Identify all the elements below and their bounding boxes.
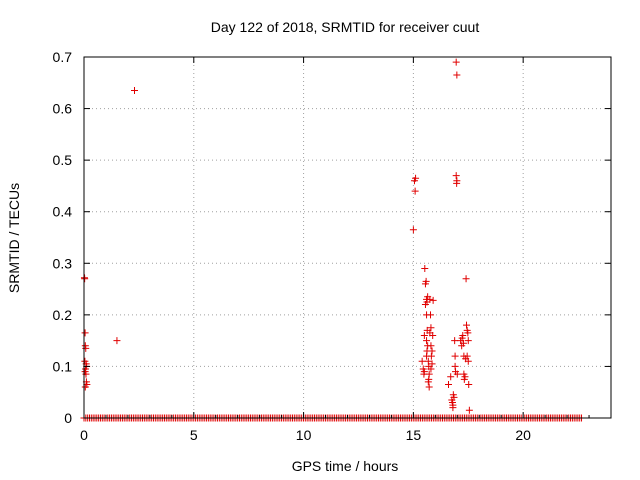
data-point <box>464 329 472 337</box>
x-axis-label: GPS time / hours <box>292 458 399 474</box>
data-point <box>427 365 435 373</box>
data-points-layer <box>80 58 586 422</box>
y-tick-label: 0.7 <box>53 49 73 65</box>
x-tick-label: 15 <box>406 427 422 443</box>
data-point <box>459 339 467 347</box>
data-point <box>82 344 90 352</box>
data-point <box>409 226 417 234</box>
data-point <box>453 177 461 185</box>
data-point <box>465 406 473 414</box>
data-point <box>425 383 433 391</box>
data-point <box>427 324 435 332</box>
data-point <box>428 347 436 355</box>
chart-title: Day 122 of 2018, SRMTID for receiver cuu… <box>211 19 480 35</box>
data-point <box>451 352 459 360</box>
data-point <box>423 337 431 345</box>
plot-frame <box>83 56 612 419</box>
data-point <box>462 275 470 283</box>
y-axis-label: SRMTID / TECUs <box>6 183 22 293</box>
data-point <box>451 337 459 345</box>
data-point <box>464 357 472 365</box>
y-tick-label: 0.6 <box>53 101 73 117</box>
data-point <box>449 404 457 412</box>
y-tick-label: 0.2 <box>53 307 73 323</box>
data-point <box>422 277 430 285</box>
data-point <box>427 352 435 360</box>
data-point <box>113 337 121 345</box>
y-tick-label: 0.5 <box>53 152 73 168</box>
x-tick-label: 5 <box>190 427 198 443</box>
data-point <box>450 393 458 401</box>
data-point <box>427 342 435 350</box>
data-point <box>81 329 89 337</box>
data-point <box>418 357 426 365</box>
grid-layer <box>84 57 611 418</box>
data-point <box>411 187 419 195</box>
data-point <box>81 383 89 391</box>
data-point <box>427 311 435 319</box>
data-point <box>421 264 429 272</box>
data-point <box>429 296 437 304</box>
data-point <box>131 87 139 95</box>
data-point <box>426 295 434 303</box>
x-tick-label: 20 <box>515 427 531 443</box>
data-point <box>461 373 469 381</box>
ticks-layer: 0 5 10 15 20 0 0.1 0.2 0.3 0.4 0.5 0.6 0.7 <box>53 49 611 443</box>
data-point <box>453 71 461 79</box>
data-point <box>452 58 460 66</box>
data-point <box>447 373 455 381</box>
data-point <box>420 331 428 339</box>
data-point <box>453 370 461 378</box>
y-tick-label: 0.1 <box>53 358 73 374</box>
data-point <box>428 360 436 368</box>
data-point <box>464 337 472 345</box>
data-point <box>424 378 432 386</box>
data-point <box>463 321 471 329</box>
y-tick-label: 0.3 <box>53 255 73 271</box>
y-tick-label: 0 <box>64 410 72 426</box>
data-point <box>445 380 453 388</box>
data-point <box>465 380 473 388</box>
data-point <box>452 172 460 180</box>
data-point <box>412 174 420 182</box>
x-tick-label: 10 <box>296 427 312 443</box>
y-tick-label: 0.4 <box>53 204 73 220</box>
data-point <box>459 331 467 339</box>
data-point <box>463 352 471 360</box>
data-point <box>81 275 89 283</box>
x-tick-label: 0 <box>80 427 88 443</box>
data-point <box>429 331 437 339</box>
